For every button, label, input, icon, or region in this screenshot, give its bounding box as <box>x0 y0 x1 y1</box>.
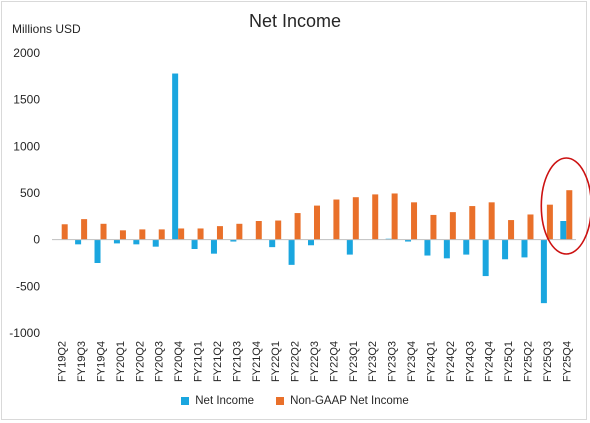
bar-non-gaap-net-income-fy21q4 <box>255 221 262 240</box>
x-tick-label: FY21Q4 <box>251 341 263 382</box>
x-tick-label: FY25Q3 <box>542 341 554 382</box>
y-tick-label: -1000 <box>9 326 40 340</box>
x-tick-label: FY21Q1 <box>193 341 205 382</box>
x-tick-label: FY19Q4 <box>96 341 108 382</box>
bar-non-gaap-net-income-fy19q4 <box>100 223 107 240</box>
x-tick-label: FY22Q2 <box>290 341 302 382</box>
bar-net-income-fy25q4 <box>560 221 567 240</box>
bar-non-gaap-net-income-fy21q1 <box>197 228 204 240</box>
bar-non-gaap-net-income-fy24q4 <box>488 202 495 240</box>
chart-legend: Net Income Non-GAAP Net Income <box>0 395 590 407</box>
legend-item-net-income: Net Income <box>181 395 254 407</box>
legend-swatch-non-gaap-net-income <box>276 397 285 405</box>
x-tick-label: FY20Q2 <box>134 341 146 382</box>
x-tick-label: FY21Q2 <box>212 341 224 382</box>
x-tick-label: FY20Q3 <box>154 341 166 382</box>
legend-label-non-gaap-net-income: Non-GAAP Net Income <box>290 395 409 407</box>
x-tick-label: FY25Q4 <box>561 341 573 382</box>
x-tick-label: FY22Q3 <box>309 341 321 382</box>
bar-non-gaap-net-income-fy25q1 <box>508 220 515 240</box>
bar-non-gaap-net-income-fy20q1 <box>119 230 126 240</box>
x-tick-label: FY23Q2 <box>367 341 379 382</box>
bar-net-income-fy23q4 <box>405 239 412 242</box>
bar-net-income-fy22q2 <box>288 239 295 265</box>
x-tick-label: FY19Q2 <box>57 341 69 382</box>
bar-non-gaap-net-income-fy19q2 <box>61 224 68 240</box>
bar-net-income-fy21q3 <box>230 239 237 242</box>
bar-net-income-fy23q1 <box>346 239 353 255</box>
bar-net-income-fy20q2 <box>133 239 140 245</box>
x-tick-label: FY25Q2 <box>522 341 534 382</box>
bar-net-income-fy24q2 <box>443 239 450 259</box>
y-tick-label: -500 <box>16 279 40 293</box>
x-tick-label: FY24Q4 <box>484 341 496 382</box>
x-tick-label: FY25Q1 <box>503 341 515 382</box>
legend-item-non-gaap-net-income: Non-GAAP Net Income <box>276 395 409 407</box>
x-tick-label: FY24Q3 <box>464 341 476 382</box>
x-tick-label: FY20Q1 <box>115 341 127 382</box>
bar-net-income-fy20q3 <box>152 239 159 247</box>
bar-non-gaap-net-income-fy22q4 <box>333 199 340 240</box>
chart-title: Net Income <box>248 11 342 31</box>
y-tick-label: 0 <box>33 233 40 247</box>
bar-net-income-fy25q3 <box>540 239 547 304</box>
bar-non-gaap-net-income-fy22q2 <box>294 213 301 240</box>
x-tick-label: FY23Q4 <box>406 341 418 382</box>
bar-non-gaap-net-income-fy23q2 <box>372 194 379 240</box>
bar-net-income-fy20q1 <box>113 239 120 244</box>
bar-non-gaap-net-income-fy25q4 <box>566 190 573 240</box>
highlight-ellipse <box>540 157 590 255</box>
bar-net-income-fy24q1 <box>424 239 431 256</box>
y-axis-unit-label: Millions USD <box>12 22 81 36</box>
x-tick-label: FY19Q3 <box>76 341 88 382</box>
x-tick-label: FY21Q3 <box>231 341 243 382</box>
x-tick-label: FY24Q2 <box>445 341 457 382</box>
bar-net-income-fy21q2 <box>210 239 217 254</box>
x-tick-label: FY24Q1 <box>425 341 437 382</box>
bar-non-gaap-net-income-fy23q4 <box>411 202 418 240</box>
bar-net-income-fy25q2 <box>521 239 528 258</box>
bar-non-gaap-net-income-fy21q3 <box>236 223 243 240</box>
bar-non-gaap-net-income-fy23q1 <box>352 197 359 240</box>
y-tick-label: 1500 <box>13 93 40 107</box>
bar-non-gaap-net-income-fy22q3 <box>314 205 320 240</box>
bar-net-income-fy24q4 <box>482 239 489 277</box>
bar-non-gaap-net-income-fy21q2 <box>216 226 223 240</box>
bar-non-gaap-net-income-fy24q1 <box>430 214 437 240</box>
bar-non-gaap-net-income-fy22q1 <box>275 220 282 240</box>
x-tick-label: FY22Q1 <box>270 341 282 382</box>
bar-non-gaap-net-income-fy19q3 <box>81 219 88 240</box>
y-tick-label: 1000 <box>13 139 40 153</box>
bar-net-income-fy20q4 <box>172 73 179 240</box>
legend-label-net-income: Net Income <box>195 395 255 407</box>
x-tick-label: FY20Q4 <box>173 341 185 382</box>
bar-net-income-fy22q3 <box>308 239 314 246</box>
bar-non-gaap-net-income-fy23q3 <box>391 193 398 240</box>
bar-non-gaap-net-income-fy24q2 <box>449 212 456 240</box>
x-tick-label: FY22Q4 <box>328 341 340 382</box>
bar-non-gaap-net-income-fy24q3 <box>469 206 476 240</box>
bar-net-income-fy19q4 <box>94 239 101 263</box>
bar-net-income-fy21q1 <box>191 239 198 249</box>
y-tick-label: 500 <box>20 186 40 200</box>
bar-non-gaap-net-income-fy20q2 <box>139 229 146 240</box>
bar-non-gaap-net-income-fy20q3 <box>158 229 165 240</box>
bar-net-income-fy19q3 <box>75 239 82 245</box>
y-tick-label: 2000 <box>13 46 40 60</box>
bar-non-gaap-net-income-fy25q3 <box>546 204 553 240</box>
bar-non-gaap-net-income-fy20q4 <box>178 228 185 240</box>
bar-non-gaap-net-income-fy25q2 <box>527 214 534 240</box>
x-tick-label: FY23Q1 <box>348 341 360 382</box>
x-tick-label: FY23Q3 <box>387 341 399 382</box>
bar-net-income-fy22q1 <box>269 239 276 248</box>
bar-net-income-fy24q3 <box>463 239 470 255</box>
bar-net-income-fy25q1 <box>502 239 509 260</box>
legend-swatch-net-income <box>181 397 190 405</box>
